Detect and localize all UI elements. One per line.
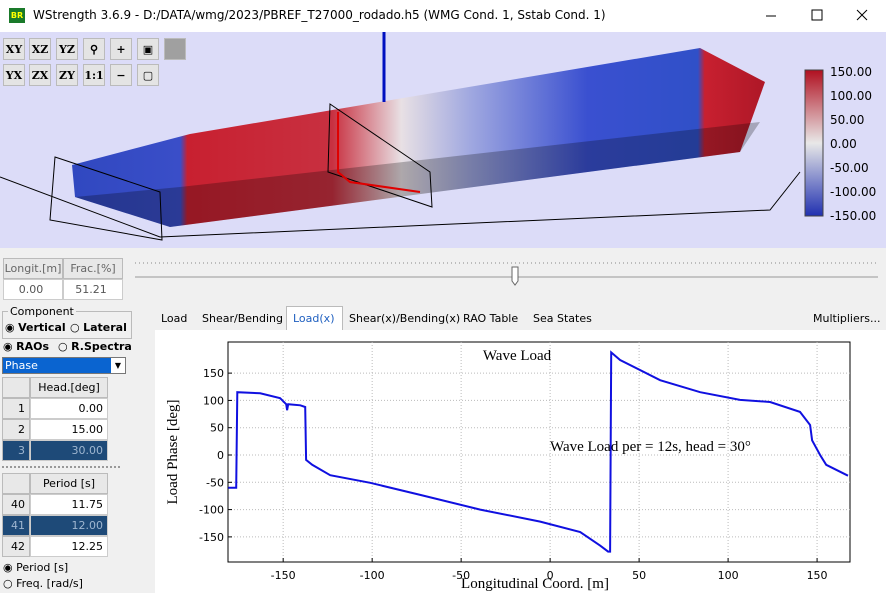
x-axis-label: Longitudinal Coord. [m]: [461, 576, 609, 592]
row-index: 41: [2, 515, 30, 536]
y-tick-label: 0: [217, 449, 224, 462]
table-header: Longit.[m]: [3, 258, 63, 279]
colorbar-label: 50.00: [830, 113, 864, 127]
view-button[interactable]: YZ: [56, 38, 78, 60]
table-header: [2, 377, 30, 398]
zoom-out-button[interactable]: −: [110, 64, 132, 86]
app-icon: BR: [9, 8, 25, 23]
table-cell[interactable]: 11.75: [30, 494, 108, 515]
dropdown-value: Phase: [5, 359, 38, 372]
y-tick-label: 150: [203, 367, 224, 380]
colorbar-label: 100.00: [830, 89, 872, 103]
y-tick-label: 100: [203, 394, 224, 407]
frac-value[interactable]: 51.21: [63, 279, 123, 300]
radio-label: RAOs: [16, 340, 49, 353]
fit-button[interactable]: ▣: [137, 38, 159, 60]
tab[interactable]: Shear/Bending: [202, 312, 283, 325]
data-line: [228, 350, 849, 553]
colorbar-label: -50.00: [830, 161, 869, 175]
y-tick-label: -100: [199, 504, 224, 517]
table-cell[interactable]: 0.00: [30, 398, 108, 419]
separator: [2, 466, 120, 468]
x-tick-label: -50: [452, 569, 470, 582]
radio-label: R.Spectra: [71, 340, 132, 353]
radio-label: Freq. [rad/s]: [16, 577, 83, 590]
radio-label: Vertical: [18, 321, 66, 334]
active-tab: [286, 306, 343, 331]
position-slider[interactable]: [130, 255, 882, 295]
table-cell[interactable]: 12.00: [30, 515, 108, 536]
tab[interactable]: Load: [161, 312, 188, 325]
tab[interactable]: Load(x): [293, 312, 335, 325]
tab[interactable]: Shear(x)/Bending(x): [349, 312, 461, 325]
x-tick-label: -100: [360, 569, 385, 582]
table-cell[interactable]: 12.25: [30, 536, 108, 557]
table-header: Head.[deg]: [30, 377, 108, 398]
y-tick-label: -150: [199, 531, 224, 544]
radio-label: Period [s]: [16, 561, 69, 574]
y-tick-label: 50: [210, 422, 224, 435]
view-button[interactable]: XZ: [29, 38, 51, 60]
table-header: Frac.[%]: [63, 258, 123, 279]
x-tick-label: 50: [632, 569, 646, 582]
x-tick-label: -150: [271, 569, 296, 582]
zoom-button[interactable]: ⚲: [83, 38, 105, 60]
colorbar-label: 0.00: [830, 137, 857, 151]
annotation: Wave Load per = 12s, head = 30°: [550, 439, 751, 455]
window-title: WStrength 3.6.9 - D:/DATA/wmg/2023/PBREF…: [33, 8, 606, 22]
window-controls[interactable]: [760, 0, 886, 32]
tab[interactable]: Sea States: [533, 312, 592, 325]
title-bar: BR WStrength 3.6.9 - D:/DATA/wmg/2023/PB…: [0, 0, 886, 32]
multipliers-button[interactable]: Multipliers...: [813, 312, 881, 325]
plot: -150 -100 -50 0 50 100 150 -150 -100 -50 0 50 100 150…: [155, 330, 886, 593]
table-cell[interactable]: 15.00: [30, 419, 108, 440]
radio[interactable]: ○ R.Spectra: [58, 340, 132, 353]
view-button[interactable]: 1:1: [83, 64, 105, 86]
3d-button[interactable]: ▢: [137, 64, 159, 86]
colorbar-label: 150.00: [830, 65, 872, 79]
group-title: Component: [8, 305, 76, 318]
view-button[interactable]: ZX: [29, 64, 51, 86]
row-index: 3: [2, 440, 30, 461]
color-button[interactable]: [164, 38, 186, 60]
x-tick-label: 100: [718, 569, 739, 582]
view-button[interactable]: XY: [3, 38, 25, 60]
zoom-in-button[interactable]: +: [110, 38, 132, 60]
y-axis-label: Load Phase [deg]: [165, 400, 181, 505]
3d-viewport[interactable]: 150.00 100.00 50.00 0.00 -50.00 -100.00 -150.0…: [0, 32, 886, 248]
row-index: 40: [2, 494, 30, 515]
row-index: 2: [2, 419, 30, 440]
colorbar-label: -150.00: [830, 209, 876, 223]
table-cell[interactable]: 30.00: [30, 440, 108, 461]
row-index: 1: [2, 398, 30, 419]
view-button[interactable]: ZY: [56, 64, 78, 86]
tab[interactable]: RAO Table: [463, 312, 519, 325]
radio[interactable]: ◉ Period [s]: [3, 561, 69, 574]
chart-title: Wave Load: [483, 348, 552, 364]
table-header: [2, 473, 30, 494]
y-tick-label: -50: [206, 476, 224, 489]
radio[interactable]: ◉ Vertical: [5, 321, 66, 334]
radio-label: Lateral: [83, 321, 127, 334]
radio[interactable]: ○ Freq. [rad/s]: [3, 577, 83, 590]
x-tick-label: 0: [547, 569, 554, 582]
radio[interactable]: ○ Lateral: [70, 321, 127, 334]
view-button[interactable]: YX: [3, 64, 25, 86]
plot-area: [227, 341, 851, 563]
x-tick-label: 150: [807, 569, 828, 582]
row-index: 42: [2, 536, 30, 557]
colorbar-label: -100.00: [830, 185, 876, 199]
dropdown[interactable]: Phase ▼: [2, 357, 126, 374]
radio[interactable]: ◉ RAOs: [3, 340, 49, 353]
longit-value[interactable]: 0.00: [3, 279, 63, 300]
table-header: Period [s]: [30, 473, 108, 494]
